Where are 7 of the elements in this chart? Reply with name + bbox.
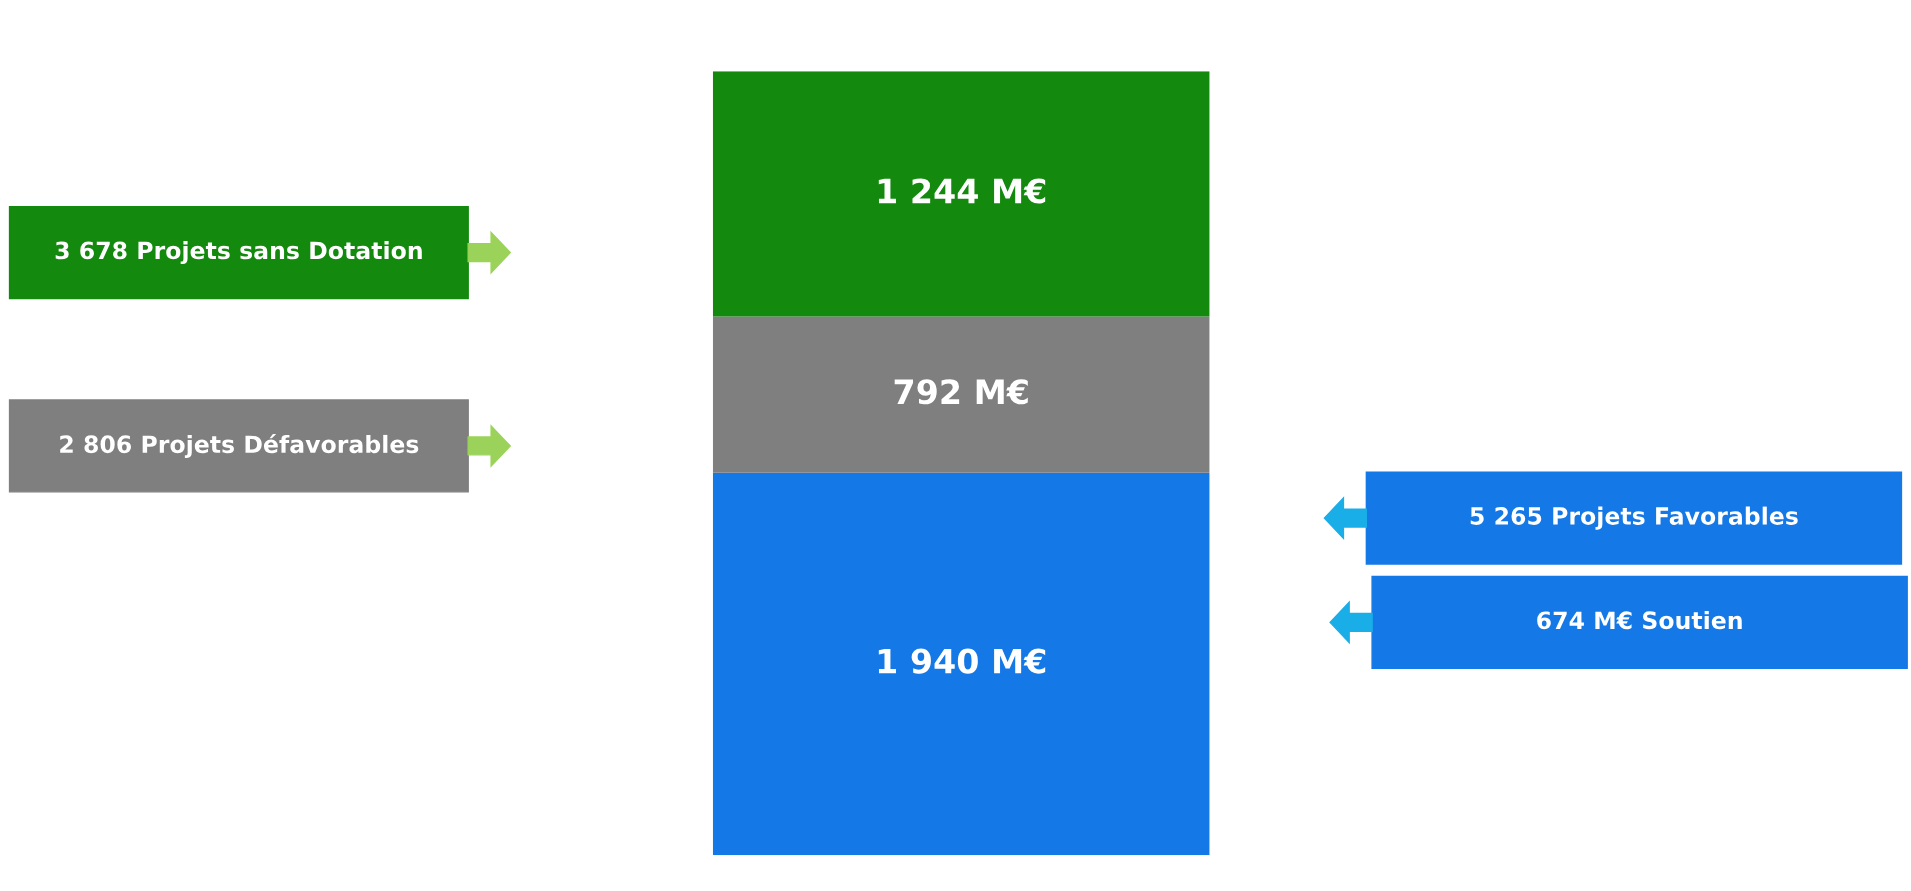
text: 3 678 Projets sans Dotation: [55, 241, 422, 265]
data-label: 1 940 M€: [878, 648, 1046, 674]
text: 2 806 Projets Défavorables: [60, 433, 419, 458]
text: 674 M€ Soutien: [1537, 610, 1742, 630]
data-label: 792 M€: [894, 379, 1028, 405]
text: 5 265 Projets Favorables: [1470, 506, 1798, 530]
data-label: 1 244 M€: [878, 178, 1046, 204]
